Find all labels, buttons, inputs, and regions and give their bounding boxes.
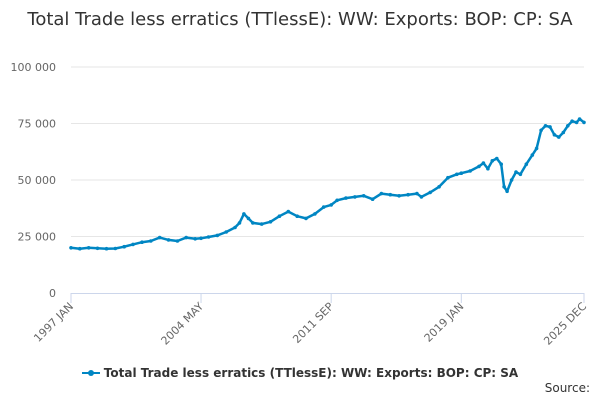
data-point[interactable]: [539, 128, 543, 133]
data-point[interactable]: [561, 130, 566, 135]
data-point[interactable]: [86, 246, 91, 250]
data-point[interactable]: [277, 214, 282, 218]
chart-title: Total Trade less erratics (TTlessE): WW:…: [27, 9, 573, 30]
data-point[interactable]: [455, 172, 459, 177]
gridlines: [71, 66, 584, 237]
series-line[interactable]: [69, 117, 586, 250]
data-point[interactable]: [486, 166, 490, 171]
data-point[interactable]: [215, 233, 220, 238]
data-point[interactable]: [286, 209, 291, 214]
data-point[interactable]: [543, 124, 548, 128]
data-point[interactable]: [437, 185, 441, 189]
data-point[interactable]: [490, 159, 495, 163]
data-point[interactable]: [582, 120, 586, 125]
data-point[interactable]: [574, 120, 579, 125]
data-point[interactable]: [166, 238, 171, 242]
data-point[interactable]: [397, 194, 401, 198]
data-point[interactable]: [233, 225, 237, 230]
y-tick-label: 100 000: [11, 61, 57, 74]
data-point[interactable]: [468, 169, 472, 173]
data-point[interactable]: [131, 242, 135, 247]
data-point[interactable]: [157, 235, 162, 240]
data-point[interactable]: [518, 172, 523, 177]
series-layer: [69, 117, 586, 251]
data-point[interactable]: [505, 189, 509, 194]
data-point[interactable]: [361, 194, 366, 198]
data-point[interactable]: [477, 164, 481, 169]
data-point[interactable]: [419, 195, 424, 199]
data-point[interactable]: [237, 221, 242, 225]
data-point[interactable]: [175, 239, 180, 243]
data-point[interactable]: [379, 191, 384, 196]
data-point[interactable]: [446, 175, 450, 180]
data-point[interactable]: [557, 135, 561, 139]
data-point[interactable]: [459, 171, 464, 175]
data-point[interactable]: [321, 205, 326, 209]
y-tick-label: 25 000: [18, 231, 57, 244]
data-point[interactable]: [566, 124, 570, 128]
data-point[interactable]: [499, 162, 504, 166]
y-tick-label: 75 000: [18, 118, 57, 131]
data-point[interactable]: [329, 203, 334, 207]
data-point[interactable]: [199, 236, 203, 241]
data-point[interactable]: [514, 170, 518, 174]
data-point[interactable]: [313, 212, 317, 216]
data-point[interactable]: [251, 221, 255, 225]
data-point[interactable]: [502, 185, 506, 189]
data-point[interactable]: [530, 153, 535, 157]
x-tick-label: 2025 DEC: [541, 300, 589, 348]
x-tick-label: 1997 JAN: [31, 300, 76, 345]
y-axis-labels: 0 25 000 50 000 75 000 100 000: [11, 61, 57, 300]
data-point[interactable]: [246, 216, 251, 221]
data-point[interactable]: [122, 244, 126, 249]
data-point[interactable]: [415, 191, 419, 196]
data-point[interactable]: [104, 246, 109, 251]
data-point[interactable]: [268, 220, 273, 224]
data-point[interactable]: [344, 196, 348, 200]
data-point[interactable]: [224, 230, 228, 234]
data-point[interactable]: [140, 240, 144, 244]
legend[interactable]: Total Trade less erratics (TTlessE): WW:…: [0, 366, 600, 380]
data-point[interactable]: [353, 195, 357, 199]
data-point[interactable]: [570, 119, 574, 123]
x-tick-label: 2004 MAY: [159, 300, 207, 348]
data-point[interactable]: [406, 192, 410, 197]
data-point[interactable]: [481, 161, 486, 165]
data-point[interactable]: [534, 146, 539, 151]
data-point[interactable]: [552, 133, 557, 137]
data-point[interactable]: [149, 239, 153, 243]
data-point[interactable]: [295, 214, 300, 218]
data-point[interactable]: [548, 125, 552, 129]
credits[interactable]: Source:: [544, 381, 590, 395]
data-point[interactable]: [370, 197, 375, 201]
data-point[interactable]: [509, 178, 514, 182]
data-point[interactable]: [577, 117, 582, 121]
legend-item-label[interactable]: Total Trade less erratics (TTlessE): WW:…: [103, 366, 519, 380]
data-point[interactable]: [304, 216, 308, 221]
data-point[interactable]: [428, 190, 433, 195]
data-point[interactable]: [206, 235, 211, 239]
x-axis-labels: 1997 JAN 2004 MAY 2011 SEP 2019 JAN 2025 DEC: [31, 293, 589, 348]
y-tick-label: 50 000: [18, 174, 57, 187]
x-tick-label: 2019 JAN: [422, 300, 467, 345]
y-tick-label: 0: [49, 287, 56, 300]
data-point[interactable]: [113, 246, 118, 251]
data-point[interactable]: [78, 246, 82, 251]
data-point[interactable]: [259, 222, 264, 226]
data-point[interactable]: [335, 198, 339, 203]
data-point[interactable]: [193, 237, 197, 241]
data-point[interactable]: [242, 212, 246, 216]
data-point[interactable]: [524, 162, 529, 166]
data-point[interactable]: [69, 246, 73, 250]
legend-line-marker-icon: [81, 368, 100, 378]
data-point[interactable]: [95, 246, 100, 251]
x-tick-label: 2011 SEP: [290, 300, 336, 346]
data-point[interactable]: [388, 192, 393, 197]
data-point[interactable]: [184, 235, 188, 240]
data-point[interactable]: [495, 156, 499, 161]
